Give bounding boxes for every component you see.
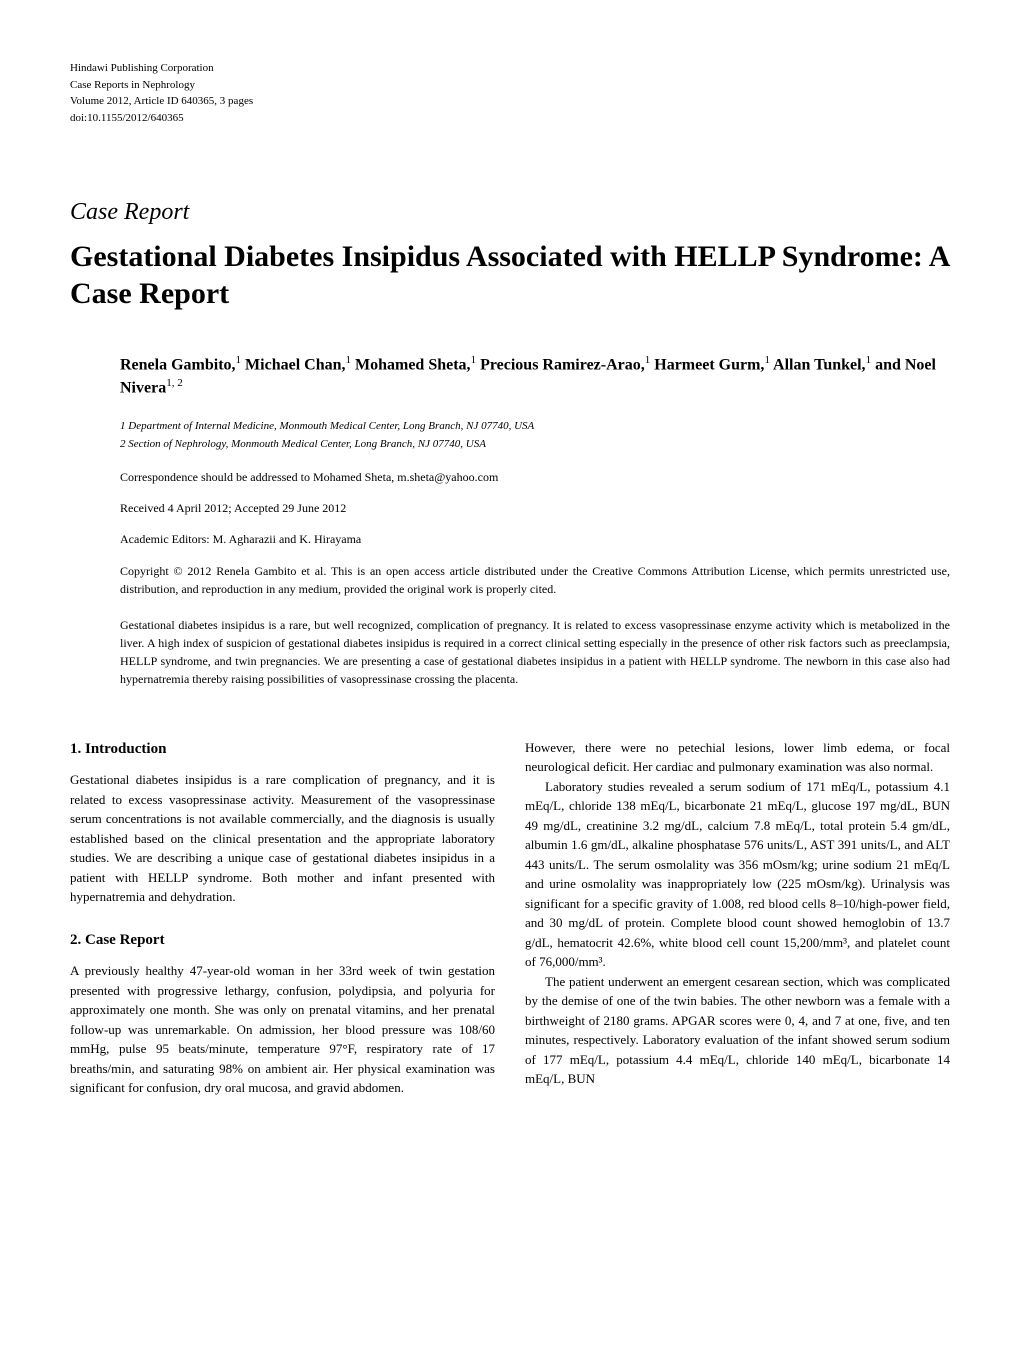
publisher-name: Hindawi Publishing Corporation [70,60,950,77]
copyright-block: Copyright © 2012 Renela Gambito et al. T… [70,562,950,598]
left-column: 1. Introduction Gestational diabetes ins… [70,738,495,1098]
affiliations-block: 1 Department of Internal Medicine, Monmo… [70,418,950,453]
doi: doi:10.1155/2012/640365 [70,110,950,127]
journal-name: Case Reports in Nephrology [70,77,950,94]
intro-paragraph: Gestational diabetes insipidus is a rare… [70,770,495,907]
case-heading: 2. Case Report [70,929,495,952]
article-title: Gestational Diabetes Insipidus Associate… [70,238,950,313]
intro-heading: 1. Introduction [70,738,495,761]
case-paragraph-2: However, there were no petechial lesions… [525,738,950,777]
affiliation-1: 1 Department of Internal Medicine, Monmo… [120,418,950,436]
case-paragraph-3: Laboratory studies revealed a serum sodi… [525,777,950,972]
right-column: However, there were no petechial lesions… [525,738,950,1098]
case-paragraph-1: A previously healthy 47-year-old woman i… [70,961,495,1098]
authors-list: Renela Gambito,1 Michael Chan,1 Mohamed … [70,353,950,400]
editors-line: Academic Editors: M. Agharazii and K. Hi… [70,531,950,548]
abstract-text: Gestational diabetes insipidus is a rare… [70,616,950,688]
body-columns: 1. Introduction Gestational diabetes ins… [70,738,950,1098]
case-paragraph-4: The patient underwent an emergent cesare… [525,972,950,1089]
affiliation-2: 2 Section of Nephrology, Monmouth Medica… [120,436,950,454]
article-type: Case Report [70,196,950,230]
volume-info: Volume 2012, Article ID 640365, 3 pages [70,93,950,110]
publisher-block: Hindawi Publishing Corporation Case Repo… [70,60,950,126]
dates-line: Received 4 April 2012; Accepted 29 June … [70,500,950,517]
correspondence-line: Correspondence should be addressed to Mo… [70,469,950,486]
